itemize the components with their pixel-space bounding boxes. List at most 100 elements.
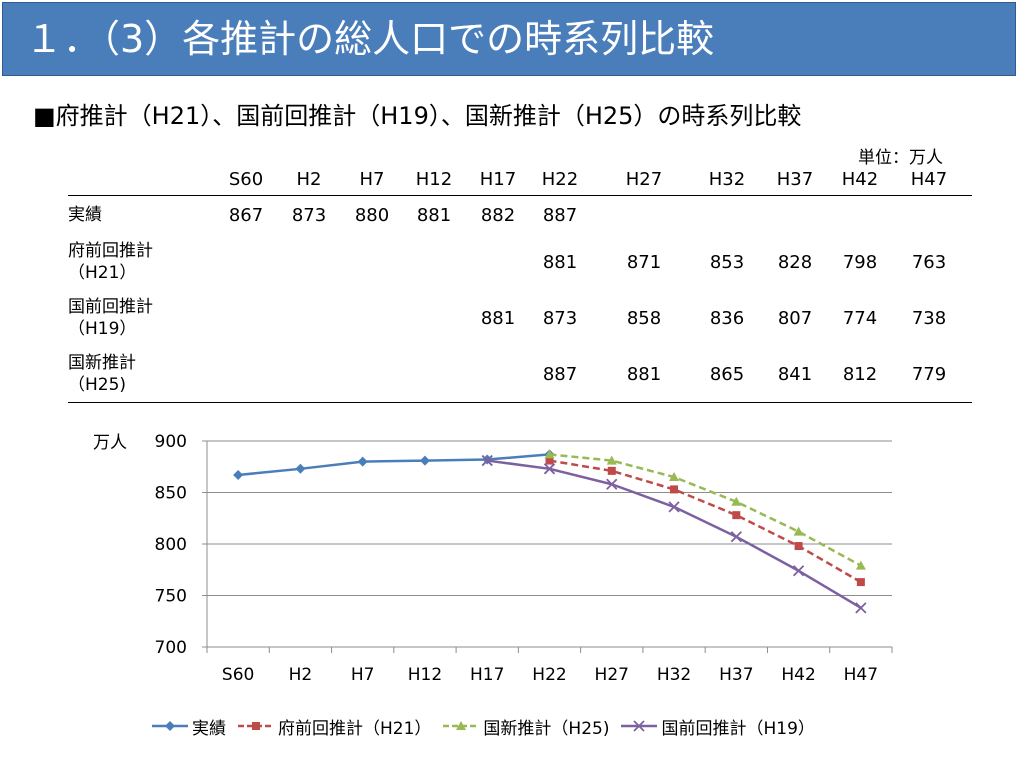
- data-point-x: [668, 501, 680, 513]
- table-cell: [402, 346, 466, 403]
- table-cell: 882: [480, 204, 516, 226]
- table-cell: 812: [834, 346, 886, 403]
- page-title: １．（3）各推計の総人口での時系列比較: [25, 17, 715, 61]
- table-column-header: H37: [756, 163, 834, 196]
- row-label: 国新推計 （H25): [68, 346, 216, 403]
- legend-swatch: [621, 720, 658, 732]
- table-cell: 798: [842, 251, 878, 273]
- chart-legend: 実績 府前回推計（H21） 国新推計（H25) 国前回推計（H19）: [150, 712, 825, 740]
- data-point-triangle: [606, 455, 617, 465]
- table-cell: 853: [709, 251, 745, 273]
- table-cell: 836: [709, 307, 745, 329]
- data-point-diamond: [357, 456, 368, 467]
- data-table: S60 H2 H7 H12 H17 H22 H27 H32 H37 H42 H47 実績 867 873…: [68, 163, 972, 403]
- legend-label: 国前回推計（H19）: [661, 718, 815, 739]
- data-point-square: [670, 485, 679, 494]
- legend-item: 国前回推計（H19）: [619, 714, 815, 739]
- x-tick-label: H27: [595, 665, 629, 685]
- legend-swatch: [443, 721, 480, 730]
- table-cell: 828: [777, 251, 813, 273]
- table-cell: 763: [911, 251, 947, 273]
- table-cell: [216, 290, 276, 346]
- y-tick-label: 850: [155, 484, 187, 504]
- table-cell: 881: [480, 307, 516, 329]
- legend-item: 国新推計（H25): [441, 714, 609, 739]
- table-cell: 873: [291, 204, 327, 226]
- data-point-square: [732, 511, 741, 520]
- data-point-square: [794, 542, 803, 551]
- x-tick-label: H37: [719, 665, 753, 685]
- table-cell: 774: [842, 307, 878, 329]
- table-cell: 738: [911, 307, 947, 329]
- y-axis-unit: 万人: [93, 433, 127, 453]
- chart-svg: 700 750 800 850 900 S60 H2 H7 H12 H17 H22 H27 H32 H37…: [155, 432, 893, 685]
- data-point-square: [856, 578, 865, 587]
- legend-swatch: [238, 722, 274, 730]
- table-cell: [402, 290, 466, 346]
- table-cell: 867: [228, 204, 264, 226]
- table-column-header: H17: [466, 163, 530, 196]
- legend-label: 国新推計（H25): [483, 718, 610, 739]
- legend-label: 実績: [192, 718, 226, 739]
- table-column-header: H22: [530, 163, 590, 196]
- x-tick-label: H32: [657, 665, 691, 685]
- x-tick-label: H2: [289, 665, 313, 685]
- series-line: [549, 453, 862, 567]
- data-point-triangle: [669, 472, 680, 482]
- row-label: 国前回推計 （H19）: [68, 297, 153, 339]
- data-point-x: [543, 463, 556, 475]
- data-point-diamond: [233, 469, 244, 480]
- table-cell: 807: [777, 307, 813, 329]
- table-cell: [466, 346, 530, 403]
- table-column-header: H42: [834, 163, 886, 196]
- x-tick-label: H22: [532, 665, 566, 685]
- table-cell: 881: [590, 346, 698, 403]
- data-point-triangle: [544, 449, 555, 459]
- table-row: 国新推計 （H25) 887 881 865 841 812 779: [68, 346, 972, 403]
- x-tick-label: H12: [408, 665, 442, 685]
- table-cell: [342, 290, 402, 346]
- table-header-row: S60 H2 H7 H12 H17 H22 H27 H32 H37 H42 H47: [68, 163, 972, 196]
- table-column-header: H7: [342, 163, 402, 196]
- data-point-x: [855, 602, 867, 614]
- table-body: 実績 867 873 880 881 882 887 府前回推計 （H21） 881 871 853 8…: [68, 196, 972, 403]
- page-subtitle: ■府推計（H21）、国前回推計（H19）、国新推計（H25）の時系列比較: [33, 102, 802, 130]
- table-cell: [886, 196, 972, 235]
- table-cell: 887: [530, 346, 590, 403]
- row-label: 実績: [68, 205, 102, 225]
- table-cell: [216, 234, 276, 290]
- table-cell: [698, 196, 756, 235]
- table-cell: [276, 346, 342, 403]
- table-cell: [216, 346, 276, 403]
- table-cell: [276, 234, 342, 290]
- legend-label: 府前回推計（H21）: [278, 718, 432, 739]
- y-tick-label: 700: [155, 638, 187, 658]
- table-column-header: S60: [216, 163, 276, 196]
- legend-item: 府前回推計（H21）: [236, 714, 431, 739]
- table-cell: [834, 196, 886, 235]
- y-tick-label: 900: [155, 432, 187, 452]
- table-column-header: H2: [276, 163, 342, 196]
- table-cell: 779: [886, 346, 972, 403]
- data-point-diamond: [419, 455, 430, 466]
- series-line: [238, 453, 550, 477]
- table-cell: 881: [416, 204, 452, 226]
- table-cell: [402, 234, 466, 290]
- legend-swatch: [152, 721, 188, 731]
- data-point-triangle: [855, 560, 866, 570]
- data-point-square: [607, 466, 616, 475]
- table-corner: [68, 163, 216, 196]
- table-cell: 858: [626, 307, 662, 329]
- data-point-triangle: [793, 526, 804, 536]
- table-row: 国前回推計 （H19） 881 873 858 836 807 774 738: [68, 290, 972, 346]
- data-point-x: [792, 565, 805, 577]
- data-point-x: [481, 454, 493, 467]
- y-tick-label: 800: [155, 535, 187, 555]
- table-row: 実績 867 873 880 881 882 887: [68, 196, 972, 235]
- x-tick-label: H17: [470, 665, 504, 685]
- title-bar: １．（3）各推計の総人口での時系列比較: [2, 2, 1016, 76]
- series-line: [549, 459, 862, 584]
- table-row: 府前回推計 （H21） 881 871 853 828 798 763: [68, 234, 972, 290]
- x-tick-label: H7: [351, 665, 375, 685]
- row-label: 府前回推計 （H21）: [68, 241, 153, 283]
